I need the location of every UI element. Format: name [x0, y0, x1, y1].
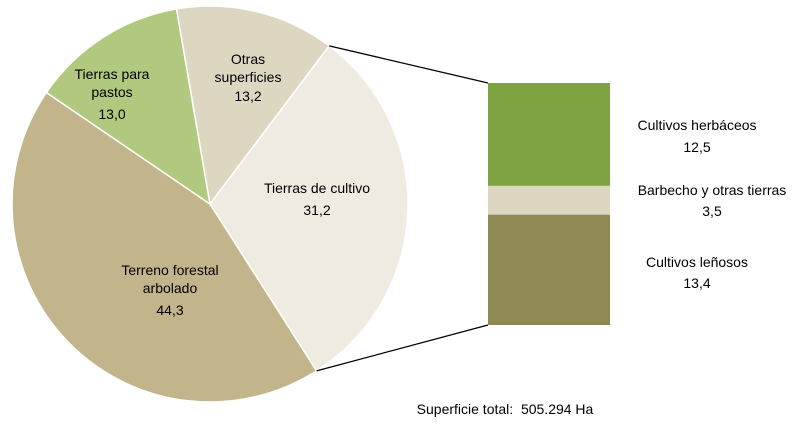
- note: Superficie total: 505.294 Ha: [416, 401, 594, 417]
- slice-label: Otras superficies: [214, 51, 282, 85]
- bar-value: 12,5: [683, 139, 711, 155]
- bar-label: Cultivos herbáceos: [637, 117, 757, 133]
- bar-segment: [488, 185, 610, 215]
- slice-value: 13,0: [98, 106, 126, 122]
- pie-slice: [209, 44, 409, 372]
- pie-slice: [45, 7, 212, 206]
- connector: [316, 324, 489, 372]
- slice-value: 31,2: [303, 202, 331, 218]
- bar-label: Barbecho y otras tierras: [637, 182, 787, 198]
- bar-value: 13,4: [683, 275, 711, 291]
- slice-label: Tierras para pastos: [74, 66, 150, 100]
- connector: [329, 45, 489, 84]
- bar-segment: [488, 214, 610, 325]
- pie-slice: [11, 91, 318, 403]
- pie-slice: [175, 5, 331, 206]
- slice-label: Terreno forestal arbolado: [121, 262, 219, 296]
- bar-segment: [488, 83, 610, 186]
- bar-value: 3,5: [702, 203, 722, 219]
- slice-value: 44,3: [156, 302, 184, 318]
- slice-label: Tierras de cultivo: [263, 180, 371, 196]
- bar-label: Cultivos leñosos: [646, 254, 748, 270]
- slice-value: 13,2: [234, 88, 262, 104]
